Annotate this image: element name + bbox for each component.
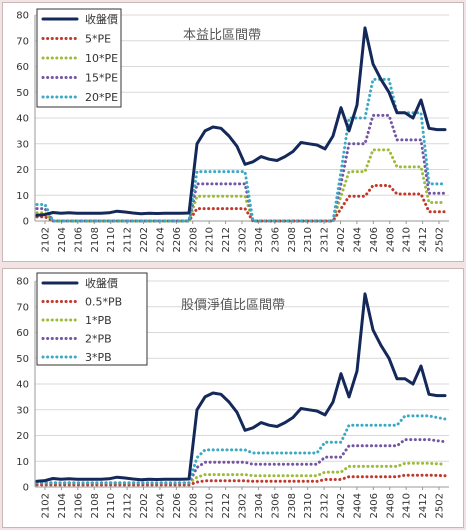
y-tick-label: 0 [23,483,29,494]
series-line-4 [35,414,447,485]
x-tick-label: 2108 [90,493,101,518]
x-tick-label: 2106 [73,227,84,252]
y-tick-label: 50 [16,88,29,99]
x-tick-label: 2410 [402,227,413,252]
pe-band-chart-panel: 0 10 20 30 40 50 60 70 80 2102 2104 2106 2108 2110 211… [2,2,464,262]
x-tick-label: 2102 [41,227,52,252]
legend-box [36,272,148,366]
legend-label: 10*PE [85,52,118,65]
pb-band-chart: 0 10 20 30 40 50 60 70 80 2102 2104 2106 2108 2110 211… [16,272,449,518]
x-tick-label: 2204 [155,227,166,252]
series-line-0 [35,26,447,217]
x-tick-label: 2212 [221,227,232,252]
y-tick-label: 20 [16,165,29,176]
legend-label: 0.5*PB [85,296,122,309]
x-tick-label: 2106 [73,493,84,518]
x-tick-label: 2112 [123,493,134,518]
x-tick-label: 2312 [320,493,331,518]
x-tick-label: 2210 [205,227,216,252]
chart-title: 本益比區間帶 [183,28,261,43]
legend-label: 3*PB [85,351,112,364]
x-tick-label: 2406 [369,227,380,252]
x-tick-label: 2108 [90,227,101,252]
series-line-4 [35,77,447,223]
x-tick-label: 2304 [254,227,265,252]
x-tick-label: 2308 [287,493,298,518]
x-tick-label: 2104 [57,227,68,252]
x-tick-label: 2312 [320,227,331,252]
y-tick-label: 10 [16,457,29,468]
y-tick-label: 80 [16,11,29,22]
legend-label: 收盤價 [85,12,118,26]
legend-label: 1*PB [85,314,112,327]
series-line-1 [35,473,447,487]
x-tick-label: 2212 [221,493,232,518]
pb-band-chart-panel: 0 10 20 30 40 50 60 70 80 2102 2104 2106 2108 2110 211… [2,268,464,528]
x-tick-label: 2502 [435,493,446,518]
x-tick-label: 2304 [254,493,265,518]
legend-label: 20*PE [85,91,118,104]
y-tick-label: 30 [16,139,29,150]
x-tick-label: 2412 [418,493,429,518]
series-line-2 [35,148,447,223]
x-tick-label: 2104 [57,493,68,518]
x-tick-label: 2208 [188,493,199,518]
x-tick-label: 2202 [139,227,150,252]
y-tick-label: 60 [16,328,29,339]
legend-label: 收盤價 [85,276,118,290]
x-tick-label: 2502 [435,227,446,252]
y-tick-label: 10 [16,191,29,202]
x-tick-label: 2408 [385,227,396,252]
x-tick-label: 2412 [418,227,429,252]
series-line-3 [35,113,447,223]
x-tick-label: 2404 [352,493,363,518]
x-tick-label: 2402 [336,493,347,518]
x-tick-label: 2202 [139,493,150,518]
x-tick-label: 2302 [238,227,249,252]
pe-band-chart: 0 10 20 30 40 50 60 70 80 2102 2104 2106 2108 2110 211… [16,8,449,252]
y-tick-label: 0 [23,217,29,228]
legend-label: 5*PE [85,33,111,46]
x-tick-label: 2206 [172,227,183,252]
x-tick-label: 2404 [352,227,363,252]
x-tick-label: 2112 [123,227,134,252]
x-tick-label: 2210 [205,493,216,518]
series-line-1 [35,184,447,223]
y-tick-label: 60 [16,62,29,73]
x-tick-label: 2408 [385,493,396,518]
y-tick-label: 40 [16,380,29,391]
series-line-0 [35,292,447,483]
y-tick-label: 20 [16,431,29,442]
x-tick-label: 2302 [238,493,249,518]
y-tick-label: 30 [16,405,29,416]
x-tick-label: 2406 [369,493,380,518]
x-tick-label: 2402 [336,227,347,252]
x-tick-label: 2206 [172,493,183,518]
y-tick-label: 40 [16,114,29,125]
x-tick-label: 2306 [270,227,281,252]
legend-label: 2*PB [85,333,112,346]
chart-title: 股價淨值比區間帶 [181,297,285,313]
x-tick-label: 2204 [155,493,166,518]
y-tick-label: 80 [16,277,29,288]
x-tick-label: 2308 [287,227,298,252]
x-tick-label: 2110 [106,493,117,518]
x-tick-label: 2410 [402,493,413,518]
x-tick-label: 2102 [41,493,52,518]
y-tick-label: 50 [16,354,29,365]
y-tick-label: 70 [16,36,29,47]
y-tick-label: 70 [16,302,29,313]
x-tick-label: 2110 [106,227,117,252]
x-tick-label: 2306 [270,493,281,518]
x-tick-label: 2310 [303,493,314,518]
x-tick-label: 2310 [303,227,314,252]
legend-label: 15*PE [85,72,118,85]
x-tick-label: 2208 [188,227,199,252]
